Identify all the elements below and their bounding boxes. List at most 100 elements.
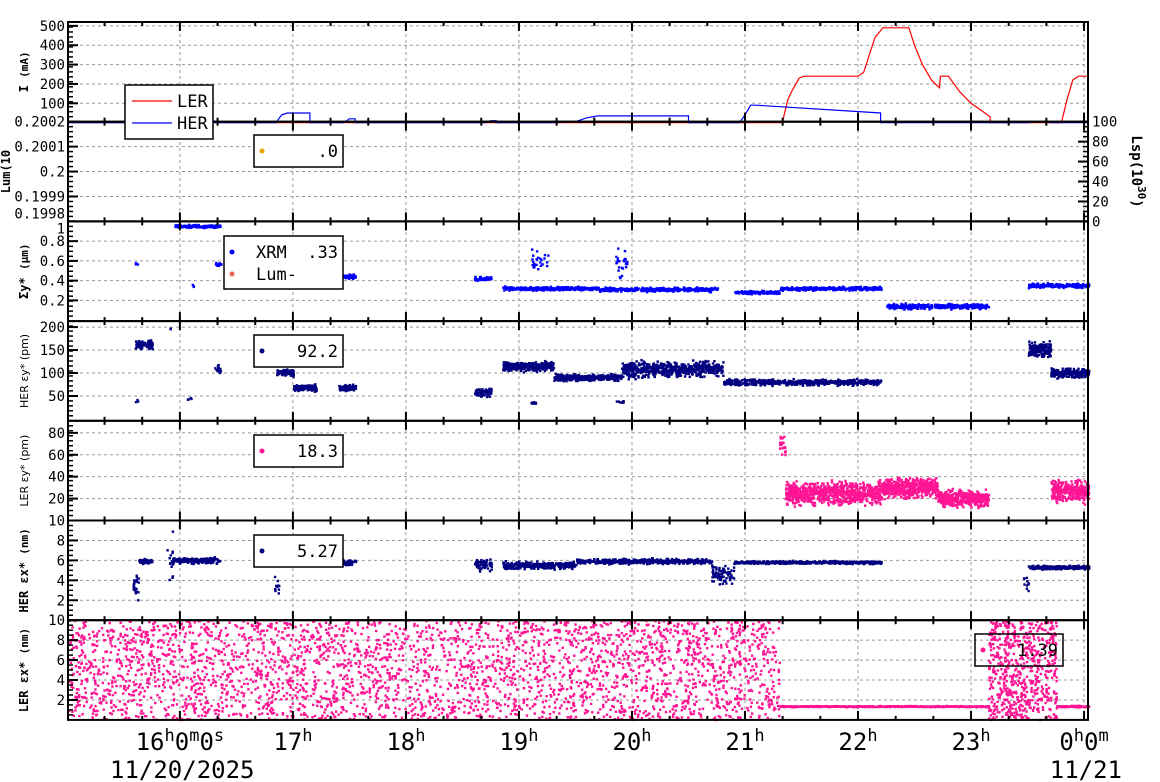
data-point	[1079, 284, 1082, 287]
data-point	[587, 377, 590, 380]
data-point	[903, 308, 906, 311]
data-point	[666, 288, 669, 292]
data-point	[585, 287, 588, 290]
data-point	[629, 373, 632, 377]
data-point	[482, 394, 485, 397]
data-point	[676, 375, 679, 379]
data-point	[662, 364, 665, 367]
data-point	[1077, 374, 1080, 377]
data-point	[905, 305, 909, 308]
data-point	[479, 275, 482, 279]
data-point	[1076, 371, 1079, 374]
data-point	[538, 365, 541, 369]
data-point	[146, 343, 150, 346]
data-point	[613, 379, 616, 382]
data-point	[566, 375, 569, 379]
data-point	[647, 371, 650, 374]
data-point	[554, 372, 557, 375]
data-point	[588, 288, 591, 291]
data-point	[725, 382, 728, 385]
data-point	[749, 378, 752, 381]
data-point	[896, 304, 899, 307]
data-point	[701, 366, 704, 369]
data-point	[752, 381, 755, 384]
data-point	[947, 305, 950, 309]
data-point	[665, 366, 668, 370]
data-point	[660, 366, 663, 370]
series-line-her	[68, 104, 1088, 124]
data-point	[1051, 286, 1054, 289]
data-point	[974, 303, 977, 306]
data-point	[577, 374, 581, 377]
data-point	[147, 342, 150, 345]
data-point	[141, 342, 145, 345]
data-point	[622, 370, 625, 373]
data-point	[837, 379, 840, 382]
data-point	[687, 370, 690, 374]
data-point	[627, 366, 631, 370]
data-point	[623, 289, 627, 292]
data-point	[529, 286, 532, 289]
data-point	[1035, 346, 1038, 350]
data-point	[534, 401, 538, 405]
data-point	[780, 453, 784, 456]
data-point	[771, 383, 774, 387]
data-point	[481, 388, 484, 391]
data-point	[1052, 284, 1056, 287]
data-point	[1081, 368, 1084, 371]
data-point	[766, 380, 770, 383]
data-point	[545, 363, 549, 366]
data-point	[669, 288, 673, 291]
data-point	[666, 373, 669, 376]
data-point	[546, 287, 549, 290]
data-point	[1053, 372, 1057, 375]
data-point	[624, 364, 628, 368]
data-point	[859, 285, 862, 288]
data-point	[819, 288, 822, 291]
data-point	[822, 288, 826, 291]
data-point	[686, 290, 689, 293]
data-point	[670, 367, 673, 370]
data-point	[818, 381, 821, 384]
data-point	[792, 287, 796, 290]
data-point	[1049, 350, 1052, 353]
data-point	[960, 304, 964, 307]
data-point	[653, 375, 656, 379]
data-point	[532, 287, 535, 290]
data-point	[1032, 346, 1035, 349]
data-point	[556, 287, 559, 291]
data-point	[642, 366, 645, 369]
data-point	[664, 371, 667, 374]
data-point	[537, 268, 540, 271]
data-point	[589, 376, 592, 380]
data-point	[787, 287, 790, 291]
data-point	[502, 361, 505, 364]
data-point	[872, 383, 875, 387]
data-point	[683, 369, 686, 372]
data-point	[822, 381, 825, 384]
data-point	[617, 269, 620, 272]
data-point	[709, 366, 713, 369]
data-point	[624, 366, 628, 369]
data-point	[1072, 367, 1076, 371]
data-point	[783, 379, 787, 382]
data-point	[203, 225, 206, 228]
data-point	[631, 369, 634, 373]
data-point	[741, 291, 745, 295]
data-point	[899, 306, 902, 309]
data-point	[1042, 341, 1045, 344]
data-point	[1056, 377, 1059, 380]
data-point	[784, 381, 787, 384]
data-point	[774, 292, 778, 295]
data-point	[664, 368, 668, 371]
data-point	[149, 340, 153, 343]
data-point	[939, 304, 942, 307]
data-point	[1034, 350, 1037, 353]
data-point	[574, 379, 577, 382]
data-point	[347, 389, 350, 392]
data-point	[705, 360, 708, 364]
data-point	[663, 373, 666, 376]
data-point	[948, 302, 952, 306]
data-point	[806, 384, 809, 387]
data-point	[217, 368, 220, 371]
